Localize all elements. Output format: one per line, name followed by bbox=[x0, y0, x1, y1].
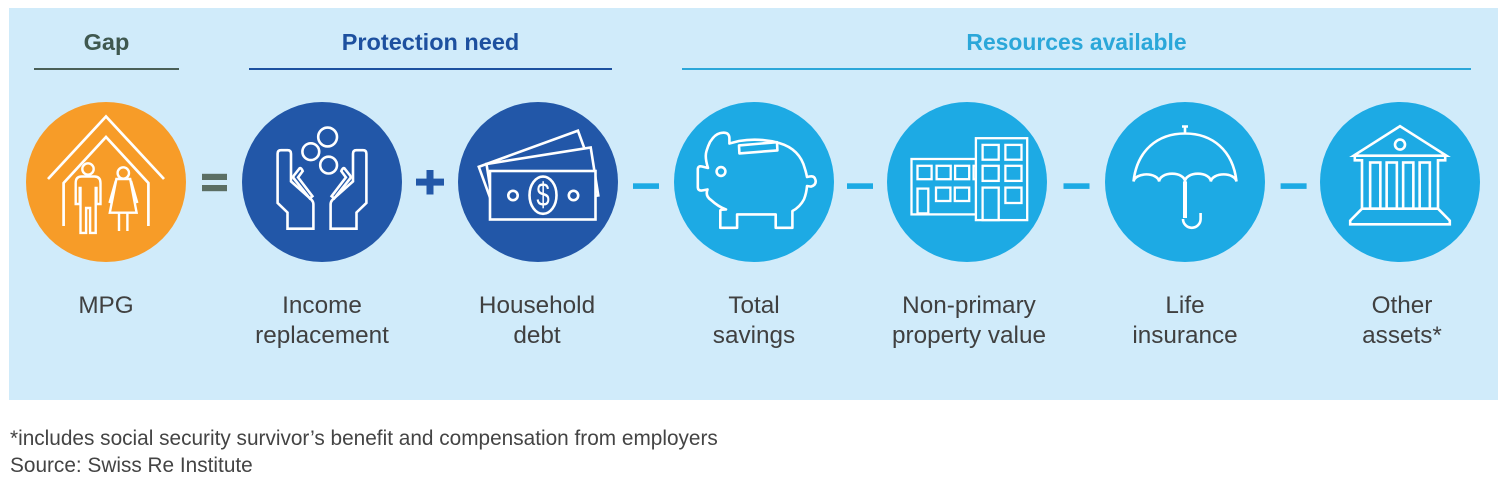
svg-text:$: $ bbox=[536, 177, 549, 214]
